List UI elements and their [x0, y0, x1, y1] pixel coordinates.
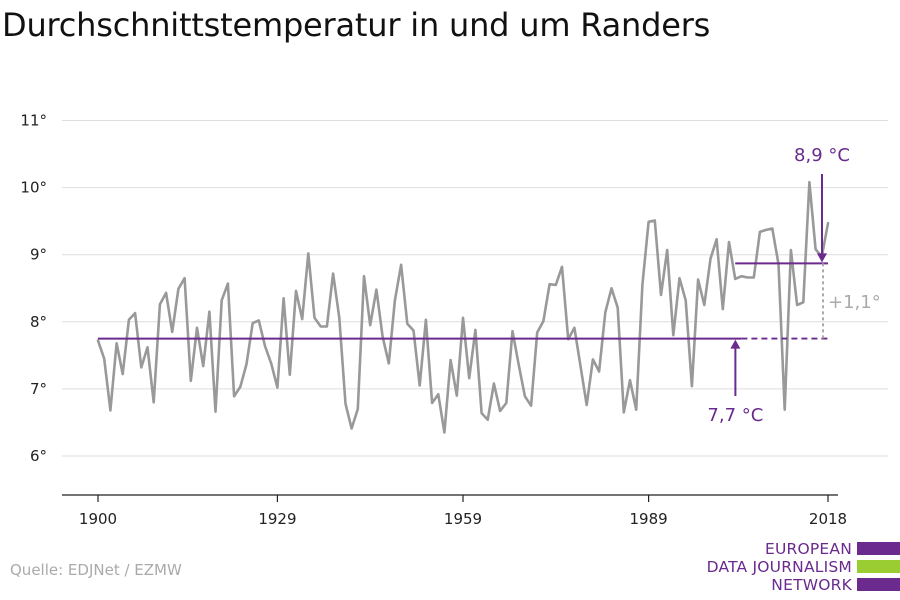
recent-mean-label: 8,9 °C — [794, 145, 850, 166]
y-tick-label: 7° — [30, 380, 47, 398]
gridlines — [62, 120, 888, 457]
logo-bar-2 — [857, 560, 900, 573]
mean-lines — [98, 262, 828, 340]
y-tick-label: 8° — [30, 313, 47, 331]
edjnet-logo: EUROPEAN DATA JOURNALISM NETWORK — [700, 540, 900, 596]
x-tick-label: 1959 — [444, 510, 482, 528]
x-tick-label: 1900 — [79, 510, 117, 528]
logo-line-3: NETWORK — [771, 576, 852, 594]
x-tick-label: 1929 — [258, 510, 296, 528]
x-tick-label: 2018 — [809, 510, 847, 528]
recent-mean-arrowhead — [817, 253, 827, 263]
x-axis-ticks: 1900 1929 1959 1989 2018 — [79, 495, 847, 528]
difference-label: +1,1° — [828, 292, 881, 313]
logo-line-1: EUROPEAN — [764, 540, 852, 558]
logo-bar-3 — [857, 578, 900, 591]
x-tick-label: 1989 — [629, 510, 667, 528]
y-tick-label: 6° — [30, 447, 47, 465]
base-mean-arrowhead — [730, 339, 741, 349]
temperature-series — [96, 180, 830, 434]
logo-bar-1 — [857, 542, 900, 555]
logo-line-2: DATA JOURNALISM — [706, 558, 852, 576]
y-tick-label: 11° — [20, 112, 47, 130]
base-mean-label: 7,7 °C — [707, 405, 763, 426]
chart-title: Durchschnittstemperatur in und um Rander… — [2, 6, 711, 44]
series-line — [96, 180, 830, 434]
y-tick-label: 9° — [30, 246, 47, 264]
y-tick-label: 10° — [20, 179, 47, 197]
y-axis-ticks: 6° 7° 8° 9° 10° 11° — [20, 112, 47, 466]
annotations: +1,1° 8,9 °C 7,7 °C — [707, 145, 880, 426]
source-note: Quelle: EDJNet / EZMW — [10, 561, 182, 579]
